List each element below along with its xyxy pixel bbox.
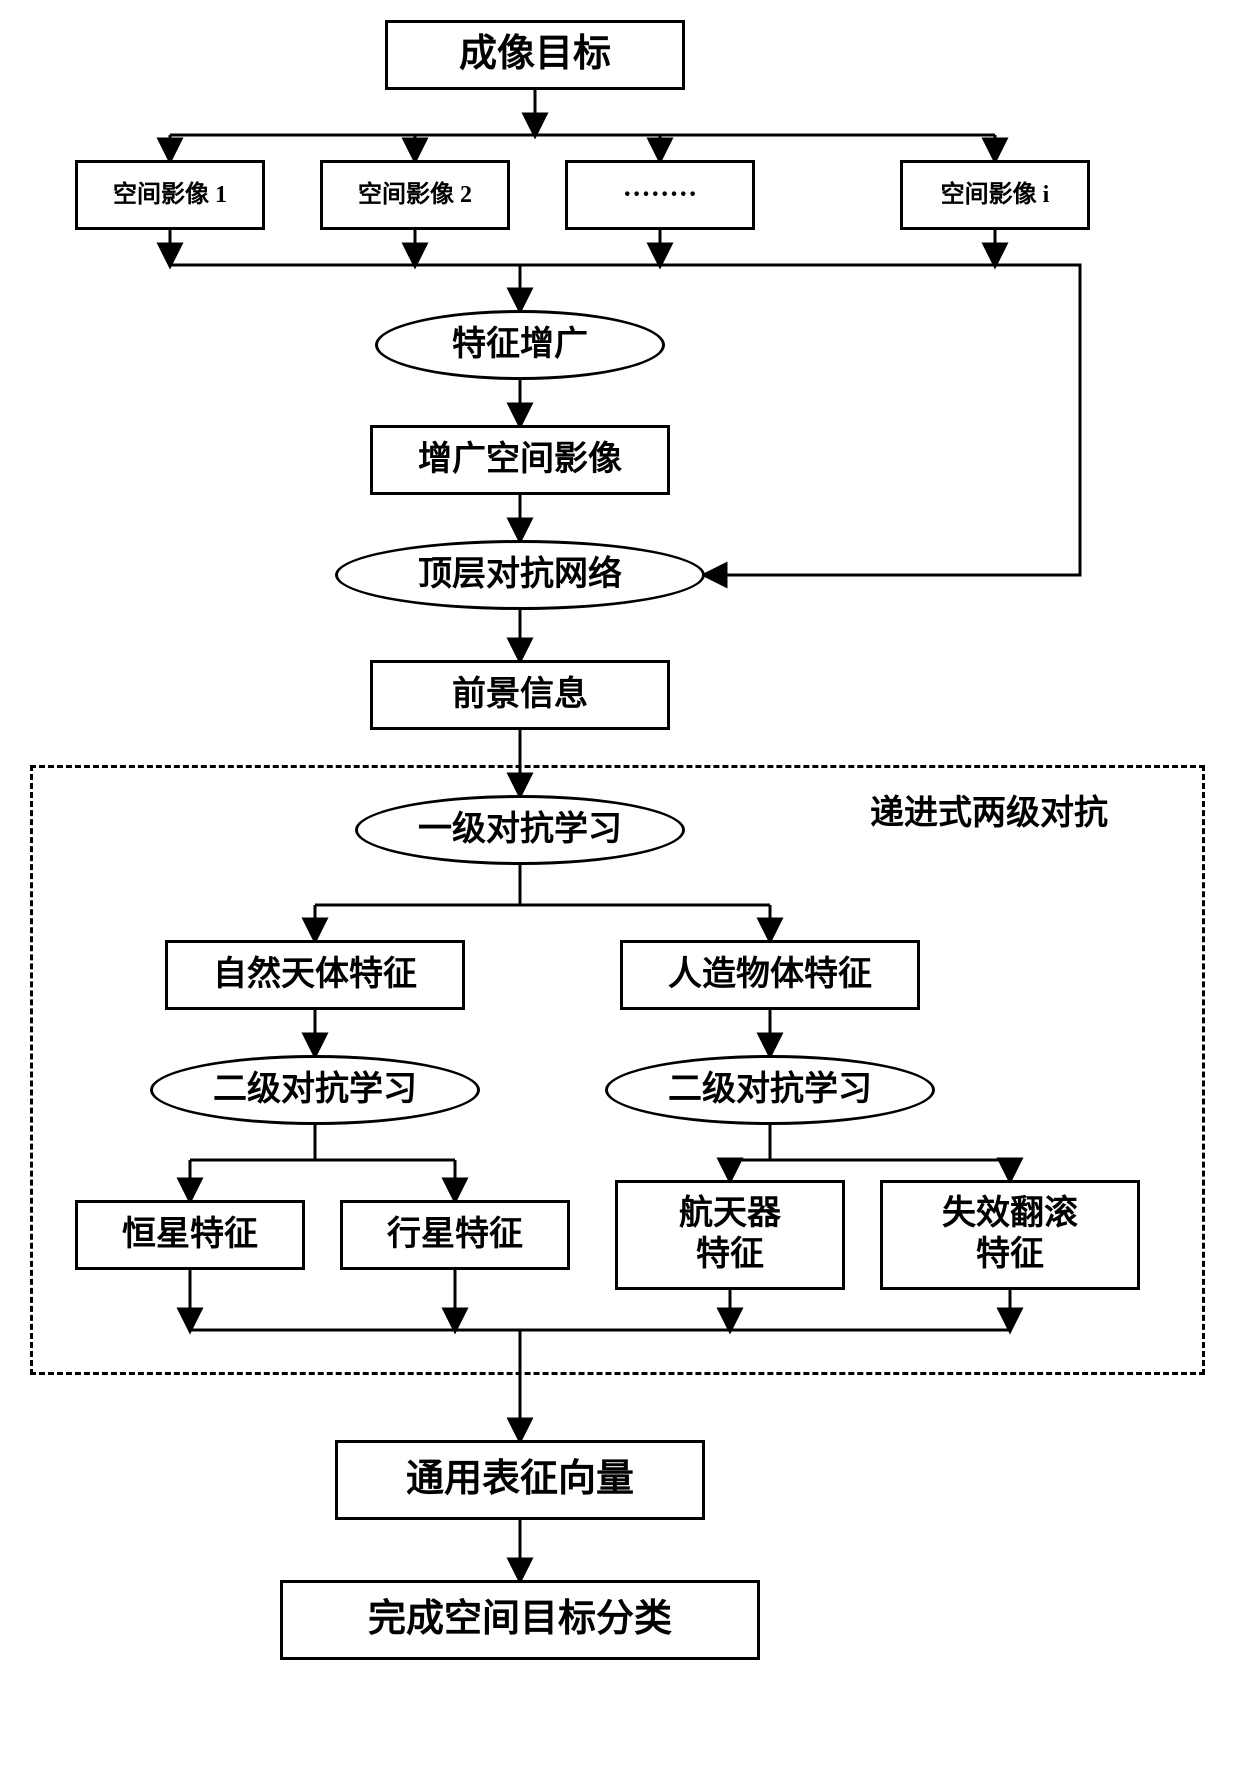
node-natural_feat: 自然天体特征 xyxy=(165,940,465,1010)
node-invalid_roll_feat: 失效翻滚特征 xyxy=(880,1180,1140,1290)
node-top_adv_net: 顶层对抗网络 xyxy=(335,540,705,610)
node-space_img_2: 空间影像 2 xyxy=(320,160,510,230)
node-feat_aug: 特征增广 xyxy=(375,310,665,380)
node-generic_repr_vec: 通用表征向量 xyxy=(335,1440,705,1520)
node-space_img_dots: ········ xyxy=(565,160,755,230)
node-aug_space_img: 增广空间影像 xyxy=(370,425,670,495)
node-space_img_i: 空间影像 i xyxy=(900,160,1090,230)
node-foreground_info: 前景信息 xyxy=(370,660,670,730)
node-complete_class: 完成空间目标分类 xyxy=(280,1580,760,1660)
node-artificial_feat: 人造物体特征 xyxy=(620,940,920,1010)
node-planet_feat: 行星特征 xyxy=(340,1200,570,1270)
node-l1_adv: 一级对抗学习 xyxy=(355,795,685,865)
node-l2_adv_right: 二级对抗学习 xyxy=(605,1055,935,1125)
node-l2_adv_left: 二级对抗学习 xyxy=(150,1055,480,1125)
node-imaging_target: 成像目标 xyxy=(385,20,685,90)
node-spacecraft_feat: 航天器特征 xyxy=(615,1180,845,1290)
dashbox-label: 递进式两级对抗 xyxy=(870,785,1108,834)
node-star_feat: 恒星特征 xyxy=(75,1200,305,1270)
node-space_img_1: 空间影像 1 xyxy=(75,160,265,230)
